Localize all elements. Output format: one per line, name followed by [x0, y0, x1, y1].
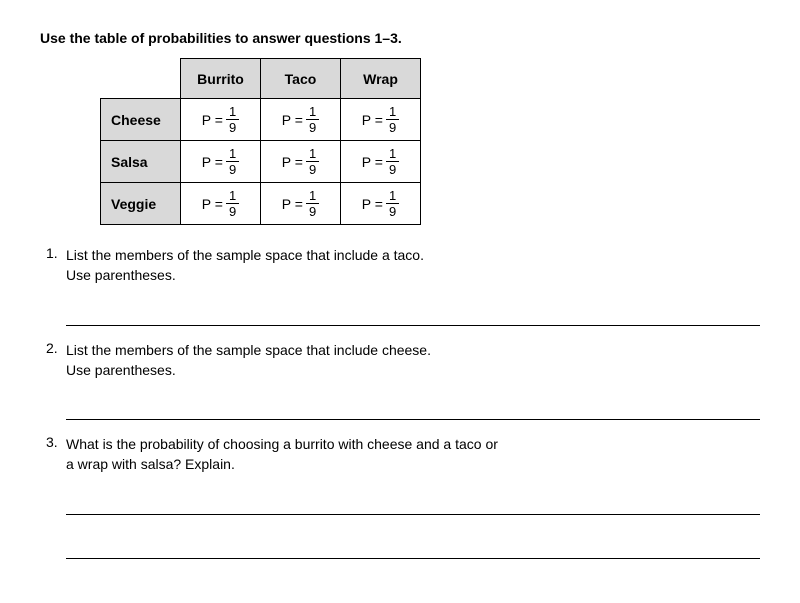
col-header-burrito: Burrito: [181, 59, 261, 99]
answer-line: [66, 529, 760, 559]
prob-cell: P =19: [261, 183, 341, 225]
p-equals: P =: [362, 112, 383, 128]
question-line: What is the probability of choosing a bu…: [66, 436, 498, 452]
prob-cell: P =19: [261, 99, 341, 141]
question-text: What is the probability of choosing a bu…: [66, 434, 760, 475]
question-3: 3. What is the probability of choosing a…: [46, 434, 760, 475]
question-line: Use parentheses.: [66, 362, 176, 378]
prob-cell: P =19: [261, 141, 341, 183]
row-header-veggie: Veggie: [101, 183, 181, 225]
question-2: 2. List the members of the sample space …: [46, 340, 760, 381]
p-equals: P =: [282, 112, 303, 128]
prob-cell: P =19: [181, 141, 261, 183]
question-number: 2.: [46, 340, 66, 381]
prob-cell: P =19: [341, 99, 421, 141]
probability-table: Burrito Taco Wrap Cheese P =19 P =19 P =…: [100, 58, 421, 225]
fraction: 19: [306, 189, 319, 218]
question-line: List the members of the sample space tha…: [66, 342, 431, 358]
row-header-salsa: Salsa: [101, 141, 181, 183]
question-line: a wrap with salsa? Explain.: [66, 456, 235, 472]
prob-cell: P =19: [181, 99, 261, 141]
p-equals: P =: [362, 196, 383, 212]
p-equals: P =: [202, 196, 223, 212]
answer-line: [66, 296, 760, 326]
question-line: List the members of the sample space tha…: [66, 247, 424, 263]
p-equals: P =: [282, 196, 303, 212]
answer-line: [66, 485, 760, 515]
p-equals: P =: [362, 154, 383, 170]
question-1: 1. List the members of the sample space …: [46, 245, 760, 286]
table-corner-cell: [101, 59, 181, 99]
p-equals: P =: [202, 112, 223, 128]
question-number: 3.: [46, 434, 66, 475]
fraction: 19: [306, 105, 319, 134]
fraction: 19: [226, 105, 239, 134]
table-row: Cheese P =19 P =19 P =19: [101, 99, 421, 141]
fraction: 19: [306, 147, 319, 176]
col-header-wrap: Wrap: [341, 59, 421, 99]
instruction-heading: Use the table of probabilities to answer…: [40, 30, 760, 46]
p-equals: P =: [202, 154, 223, 170]
col-header-taco: Taco: [261, 59, 341, 99]
fraction: 19: [386, 189, 399, 218]
prob-cell: P =19: [341, 183, 421, 225]
question-line: Use parentheses.: [66, 267, 176, 283]
fraction: 19: [226, 147, 239, 176]
prob-cell: P =19: [341, 141, 421, 183]
question-number: 1.: [46, 245, 66, 286]
p-equals: P =: [282, 154, 303, 170]
prob-cell: P =19: [181, 183, 261, 225]
question-text: List the members of the sample space tha…: [66, 340, 760, 381]
fraction: 19: [226, 189, 239, 218]
table-row: Salsa P =19 P =19 P =19: [101, 141, 421, 183]
fraction: 19: [386, 105, 399, 134]
table-row: Veggie P =19 P =19 P =19: [101, 183, 421, 225]
fraction: 19: [386, 147, 399, 176]
question-text: List the members of the sample space tha…: [66, 245, 760, 286]
row-header-cheese: Cheese: [101, 99, 181, 141]
answer-line: [66, 390, 760, 420]
